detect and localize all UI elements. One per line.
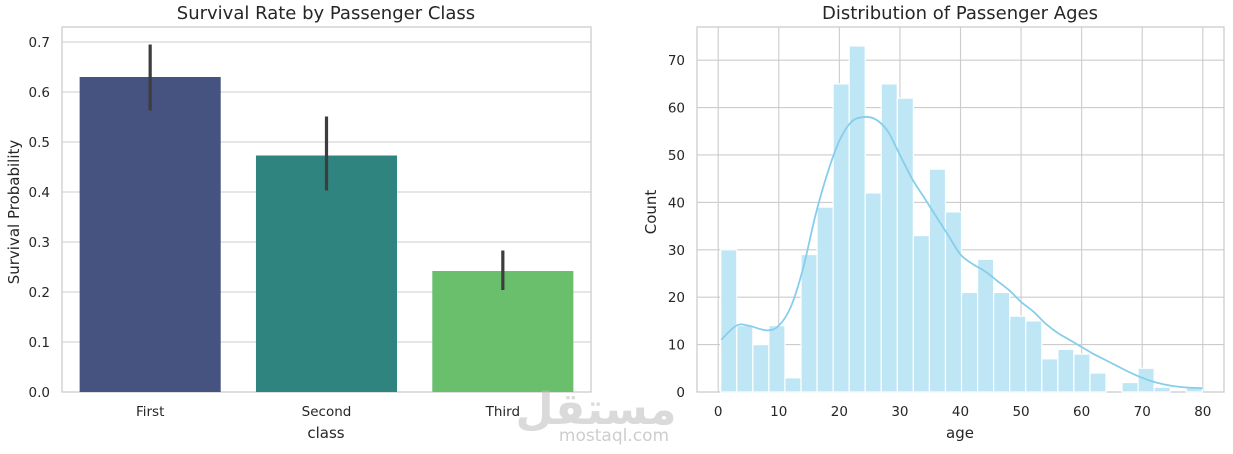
chart1-title: Survival Rate by Passenger Class [177, 3, 475, 24]
chart2-x-tick-label: 10 [770, 404, 787, 420]
chart2-x-ticks: 0 10 20 30 40 50 60 70 80 [714, 404, 1211, 420]
chart1-x-tick-label: First [136, 404, 164, 420]
chart2-histogram-bar [880, 83, 898, 393]
chart2-histogram-bar [912, 234, 931, 393]
chart2-y-tick-label: 40 [668, 195, 685, 211]
age-histogram-chart: 0 10 20 30 40 50 60 70 0 10 20 30 40 50 60 70 80 Distri… [642, 3, 1225, 442]
chart2-histogram-bar [816, 206, 834, 393]
chart1-y-tick-label: 0.1 [29, 335, 50, 351]
chart2-x-axis-label: age [946, 424, 974, 442]
chart2-y-tick-label: 20 [668, 290, 685, 306]
chart2-y-tick-label: 10 [668, 338, 685, 354]
chart2-histogram-bar [1153, 386, 1171, 393]
chart2-y-tick-label: 0 [676, 385, 685, 401]
chart2-x-tick-label: 60 [1073, 404, 1090, 420]
chart2-histogram-bar [1089, 372, 1107, 393]
chart2-y-tick-label: 70 [668, 53, 685, 69]
chart1-y-tick-label: 0.6 [29, 85, 50, 101]
chart2-histogram-bar [752, 343, 770, 393]
chart2-y-ticks: 0 10 20 30 40 50 60 70 [668, 53, 685, 401]
chart2-y-tick-label: 50 [668, 148, 685, 164]
chart1-y-tick-label: 0.3 [29, 235, 50, 251]
chart2-title: Distribution of Passenger Ages [822, 3, 1098, 24]
chart2-histogram-bar [960, 291, 979, 393]
chart2-histogram-bar [784, 377, 802, 393]
chart2-histogram-bar [832, 83, 850, 393]
chart2-x-tick-label: 40 [952, 404, 969, 420]
chart1-x-tick-label: Third [485, 404, 520, 420]
chart1-y-tick-label: 0.2 [29, 285, 50, 301]
watermark-sub-text: mostaql.com [559, 426, 669, 446]
chart2-histogram-bar [1025, 320, 1043, 393]
chart2-histogram-bar [896, 97, 914, 393]
chart2-histogram-bar [1009, 315, 1027, 393]
chart1-bar-third [432, 271, 574, 392]
chart2-histogram-bar [1041, 358, 1059, 393]
chart1-bar-first [79, 77, 221, 392]
chart1-y-ticks: 0.0 0.1 0.2 0.3 0.4 0.5 0.6 0.7 [29, 35, 50, 401]
chart1-y-tick-label: 0.7 [29, 35, 50, 51]
chart2-histogram-bar [1073, 353, 1091, 393]
chart1-y-tick-label: 0.0 [29, 385, 50, 401]
chart1-error-bars [148, 44, 505, 290]
chart2-x-tick-label: 80 [1194, 404, 1211, 420]
chart2-x-tick-label: 70 [1134, 404, 1151, 420]
chart2-histogram-bar [1057, 348, 1075, 393]
chart2-histogram-bar [944, 211, 963, 393]
chart2-histogram-bar [848, 45, 866, 393]
chart1-x-ticks: First Second Third [136, 404, 520, 420]
chart2-kde-line [720, 116, 1203, 390]
chart1-bar-second [255, 155, 398, 392]
chart1-x-tick-label: Second [302, 404, 352, 420]
chart2-histogram-bar [928, 168, 947, 393]
chart2-x-tick-label: 30 [891, 404, 908, 420]
chart2-y-tick-label: 60 [668, 101, 685, 117]
chart2-y-axis-label: Count [642, 190, 660, 235]
chart2-y-tick-label: 30 [668, 243, 685, 259]
chart2-histogram-bar [993, 291, 1011, 393]
survival-bar-chart: 0.0 0.1 0.2 0.3 0.4 0.5 0.6 0.7 First Second Thir… [5, 3, 592, 442]
chart2-histogram-bar [1121, 381, 1139, 393]
chart1-y-tick-label: 0.4 [29, 185, 50, 201]
watermark-logo: مستقل mostaql.com [516, 384, 677, 446]
chart2-histogram-bar [720, 249, 738, 393]
chart2-histogram-bar [864, 192, 882, 393]
chart2-histogram-bar [976, 258, 995, 393]
chart1-y-tick-label: 0.5 [29, 135, 50, 151]
chart2-x-tick-label: 50 [1012, 404, 1029, 420]
chart1-x-axis-label: class [307, 424, 344, 442]
chart2-histogram-bar [768, 325, 786, 393]
chart2-x-tick-label: 20 [831, 404, 848, 420]
chart2-x-tick-label: 0 [714, 404, 723, 420]
chart1-y-axis-label: Survival Probability [5, 140, 23, 285]
chart2-histogram-bars [720, 45, 1203, 393]
chart2-histogram-bar [800, 253, 818, 393]
watermark-main-text: مستقل [516, 384, 677, 435]
chart2-histogram-bar [736, 325, 754, 393]
chart1-bars [79, 77, 574, 392]
